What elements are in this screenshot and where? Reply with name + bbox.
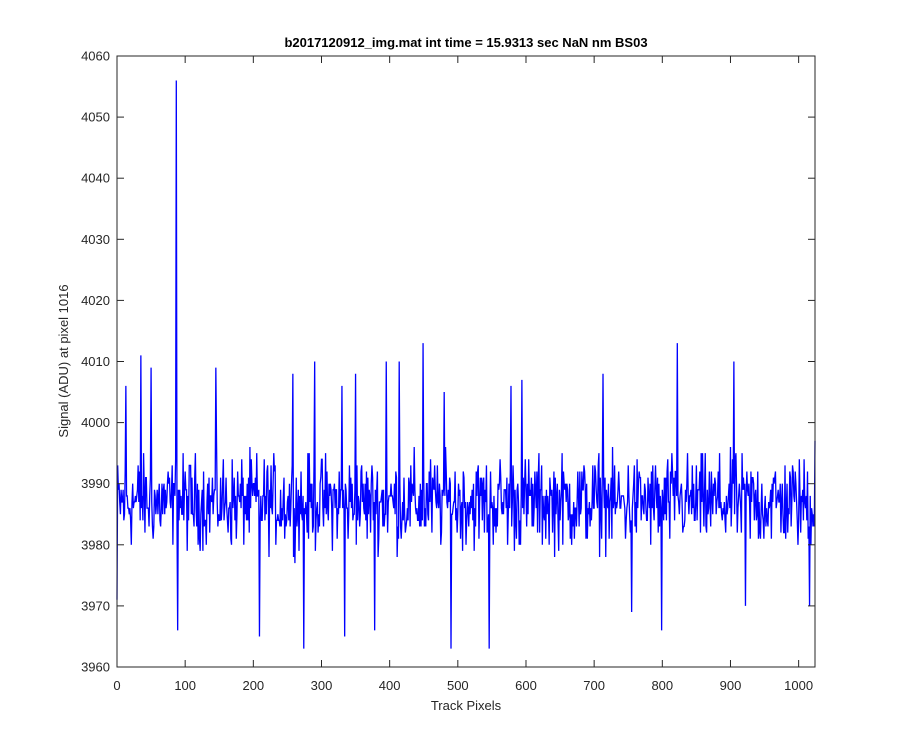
y-tick-label: 4040: [81, 171, 110, 186]
x-tick-label: 800: [651, 678, 673, 693]
y-tick-label: 3970: [81, 598, 110, 613]
y-tick-label: 3980: [81, 537, 110, 552]
x-tick-label: 600: [515, 678, 537, 693]
y-tick-label: 4060: [81, 49, 110, 64]
x-tick-label: 1000: [784, 678, 813, 693]
y-axis-label: Signal (ADU) at pixel 1016: [56, 284, 71, 437]
y-tick-label: 3990: [81, 476, 110, 491]
series-layer: [116, 80, 816, 649]
x-tick-label: 200: [242, 678, 264, 693]
x-tick-label: 700: [583, 678, 605, 693]
x-tick-label: 300: [311, 678, 333, 693]
tick-layer: 0 100 200 300 400 500 600 700 800 900 1000 3960 3970…: [81, 49, 815, 693]
x-tick-label: 100: [174, 678, 196, 693]
y-tick-label: 3960: [81, 660, 110, 675]
x-tick-label: 400: [379, 678, 401, 693]
plot-area-background: [117, 56, 815, 667]
x-tick-label: 0: [113, 678, 120, 693]
x-axis-label: Track Pixels: [431, 698, 502, 713]
y-tick-label: 4010: [81, 354, 110, 369]
chart-title: b2017120912_img.mat int time = 15.9313 s…: [284, 35, 647, 50]
y-tick-label: 4050: [81, 110, 110, 125]
y-tick-label: 4000: [81, 415, 110, 430]
y-tick-label: 4030: [81, 232, 110, 247]
series-line: [116, 80, 816, 649]
x-tick-label: 500: [447, 678, 469, 693]
x-tick-label: 900: [720, 678, 742, 693]
y-tick-label: 4020: [81, 293, 110, 308]
plot-area-frame: [116, 55, 816, 668]
